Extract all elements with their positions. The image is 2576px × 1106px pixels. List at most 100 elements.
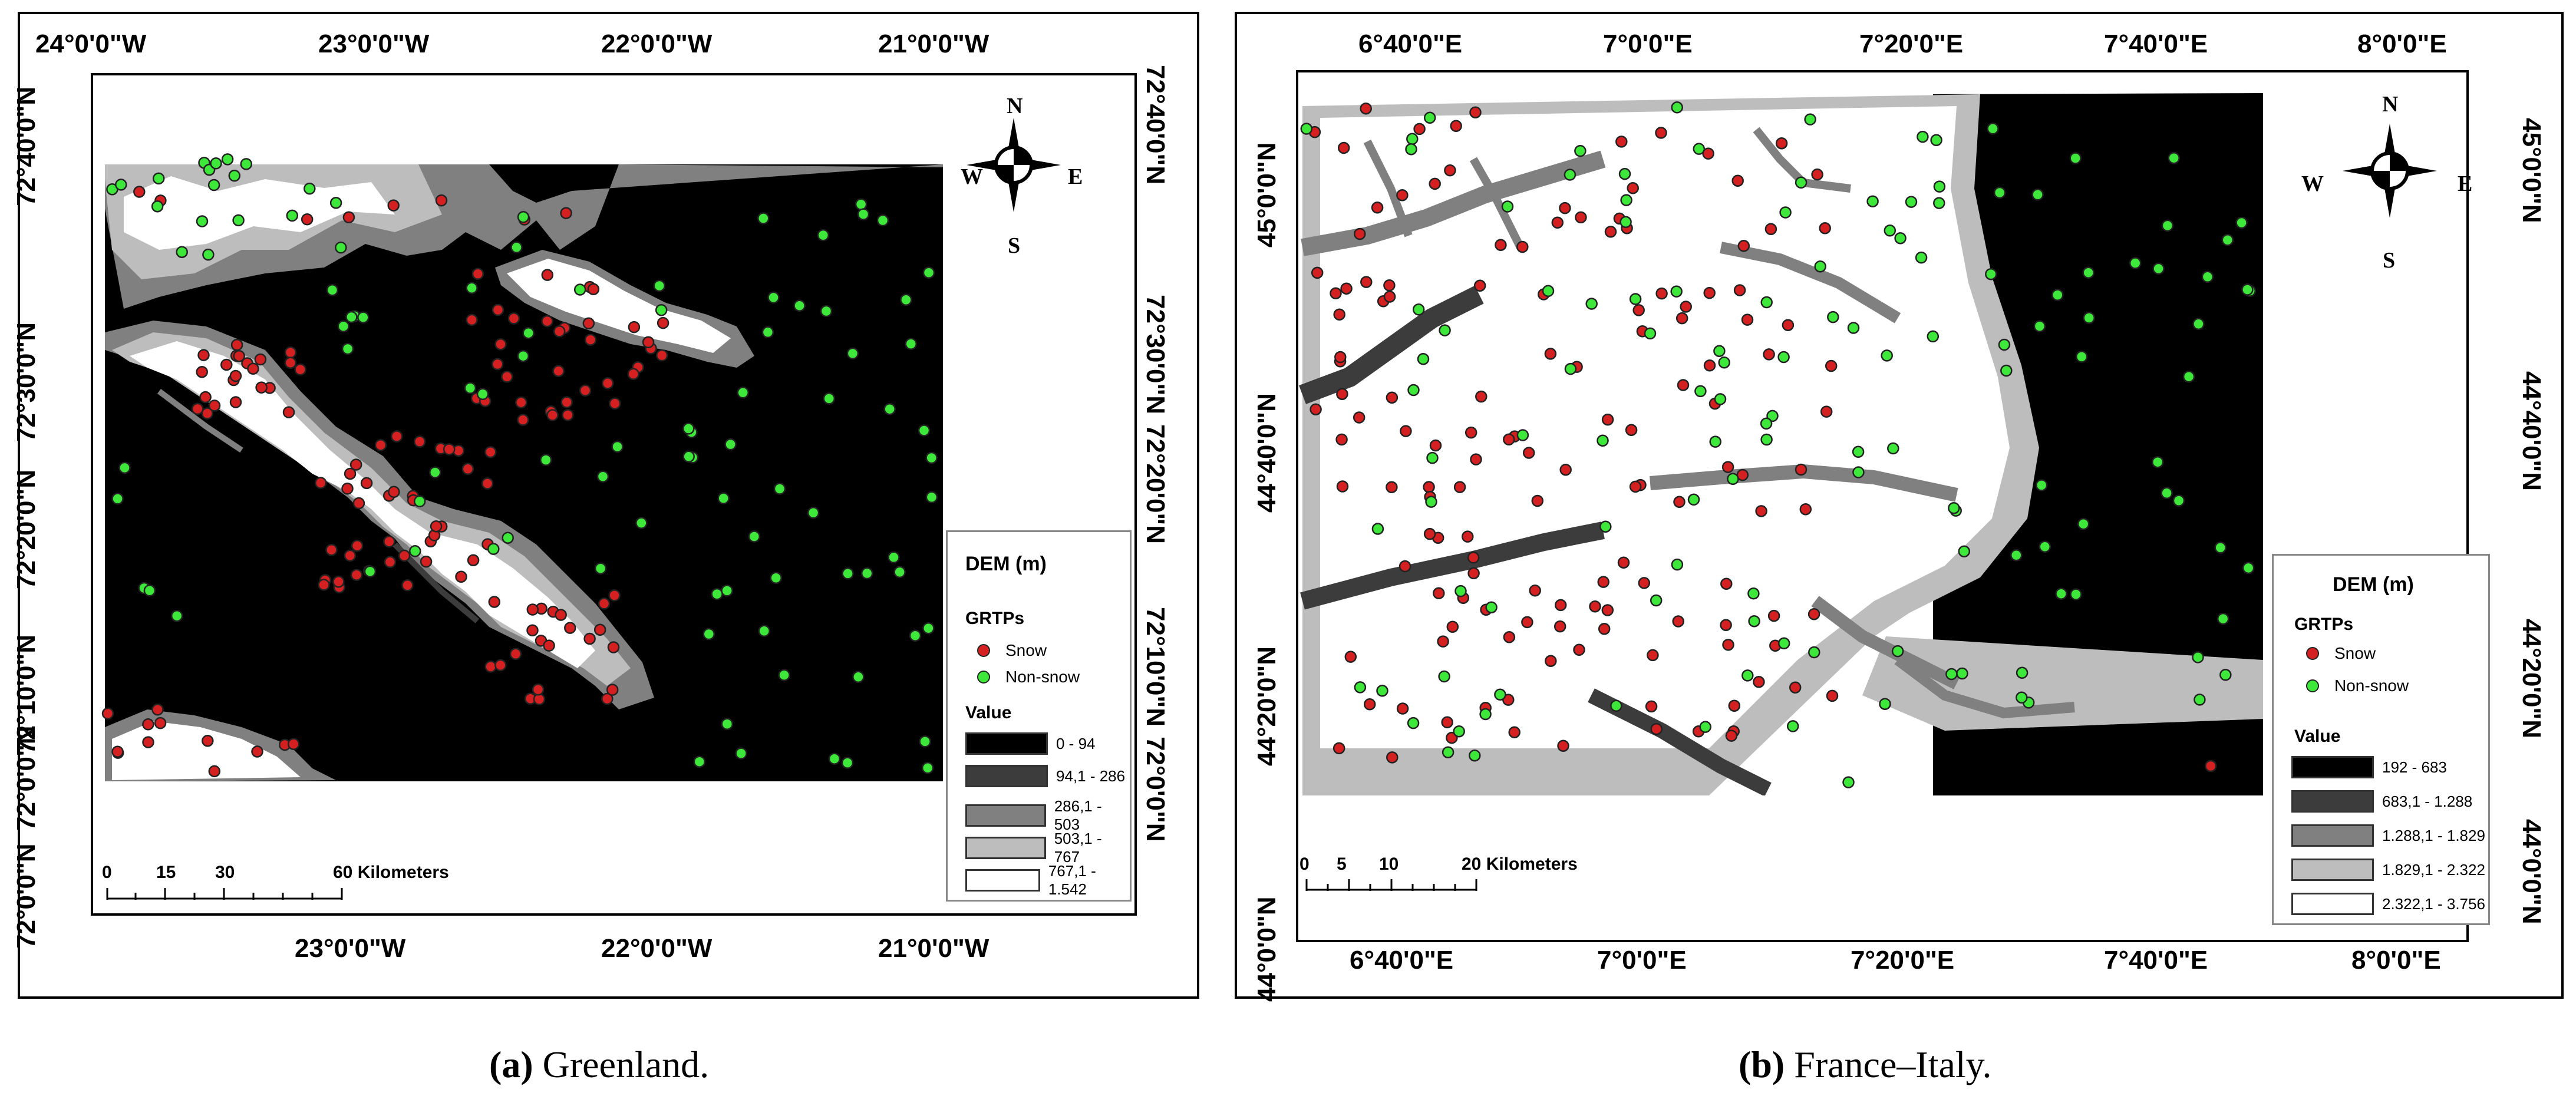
non-snow-grtp-point	[1881, 349, 1893, 362]
non-snow-grtp-point	[2082, 266, 2095, 279]
non-snow-grtp-point	[922, 622, 935, 635]
non-snow-grtp-point	[176, 246, 188, 258]
snow-grtp-point	[1360, 102, 1372, 115]
snow-grtp-point	[1400, 425, 1412, 437]
snow-grtp-point	[467, 554, 480, 566]
snow-grtp-point	[1617, 556, 1630, 569]
non-snow-grtp-point	[1300, 123, 1313, 135]
non-snow-grtp-point	[1847, 322, 1860, 334]
snow-grtp-point	[515, 396, 527, 409]
snow-grtp-point	[1632, 304, 1645, 316]
snow-grtp-point	[1545, 655, 1557, 667]
non-snow-grtp-point	[925, 451, 938, 464]
non-snow-grtp-point	[210, 157, 222, 170]
snow-grtp-point	[1575, 211, 1587, 224]
snow-grtp-point	[509, 648, 522, 661]
non-snow-grtp-point	[1693, 143, 1706, 155]
legend-class-5: 2.322,1 - 3.756	[2291, 893, 2485, 915]
snow-grtp-point	[383, 535, 395, 548]
legend-class-3: 286,1 - 503	[965, 797, 1130, 834]
snow-grtp-point	[420, 555, 433, 568]
snow-grtp-point	[560, 396, 573, 408]
non-snow-grtp-point	[1574, 144, 1587, 157]
snow-grtp-point	[1544, 348, 1557, 360]
compass-s: S	[2383, 248, 2396, 273]
non-snow-grtp-point	[413, 495, 426, 508]
snow-grtp-point	[294, 363, 306, 376]
snow-grtp-point	[247, 362, 259, 375]
snow-grtp-point	[1467, 567, 1480, 580]
non-snow-grtp-point	[2221, 234, 2234, 246]
snow-grtp-point	[1673, 496, 1686, 508]
snow-grtp-point	[349, 458, 362, 471]
non-snow-grtp-point	[2214, 542, 2227, 554]
non-snow-dot-icon	[977, 671, 990, 684]
non-snow-grtp-point	[196, 215, 209, 227]
non-snow-grtp-point	[842, 567, 854, 580]
non-snow-grtp-point	[1927, 330, 1940, 343]
non-snow-grtp-point	[1879, 698, 1891, 710]
snow-grtp-point	[390, 430, 403, 443]
snow-grtp-point	[1516, 240, 1529, 253]
snow-grtp-point	[1731, 174, 1744, 187]
non-snow-grtp-point	[1670, 285, 1683, 298]
snow-grtp-point	[384, 556, 397, 569]
snow-grtp-point	[1363, 698, 1376, 711]
snow-grtp-point	[1703, 286, 1716, 299]
b-bottom-tick-1: 6°40'0"E	[1350, 946, 1454, 975]
snow-grtp-point	[1728, 699, 1741, 712]
scale-label-20: 20 Kilometers	[1462, 854, 1578, 874]
snow-grtp-point	[1336, 388, 1348, 400]
non-snow-grtp-point	[757, 212, 770, 224]
non-snow-grtp-point	[2161, 487, 2173, 500]
snow-grtp-point	[1559, 463, 1572, 476]
non-snow-grtp-point	[335, 241, 347, 254]
snow-grtp-point	[608, 589, 621, 602]
snow-grtp-point	[1755, 505, 1767, 517]
snow-grtp-point	[466, 313, 478, 326]
snow-grtp-point	[1386, 751, 1399, 764]
non-snow-grtp-point	[2201, 270, 2214, 283]
non-snow-grtp-point	[596, 470, 609, 483]
snow-grtp-point	[494, 338, 507, 351]
scale-bar	[1305, 879, 1477, 891]
legend-class-2: 94,1 - 286	[965, 765, 1125, 787]
non-snow-grtp-point	[540, 454, 552, 466]
b-top-tick-5: 8°0'0"E	[2357, 29, 2447, 58]
non-snow-grtp-point	[1453, 725, 1465, 738]
a-top-tick-2: 23°0'0"W	[318, 29, 430, 58]
non-snow-grtp-point	[341, 342, 354, 355]
non-snow-grtp-point	[828, 752, 841, 765]
snow-grtp-point	[208, 765, 221, 778]
non-snow-grtp-point	[2010, 549, 2023, 562]
non-snow-grtp-point	[922, 266, 935, 279]
non-snow-grtp-point	[170, 609, 183, 622]
non-snow-grtp-point	[466, 282, 478, 295]
snow-grtp-point	[1508, 726, 1520, 738]
snow-grtp-point	[230, 338, 243, 351]
non-snow-grtp-point	[1629, 293, 1642, 305]
scale-label-15: 15	[156, 863, 176, 882]
snow-grtp-point	[1340, 282, 1353, 295]
snow-grtp-point	[1753, 676, 1765, 688]
snow-dot-icon	[2306, 647, 2319, 660]
non-snow-grtp-point	[807, 507, 820, 519]
snow-grtp-point	[553, 325, 566, 338]
snow-grtp-point	[1337, 141, 1350, 154]
snow-grtp-point	[517, 414, 529, 426]
snow-grtp-point	[360, 477, 373, 490]
non-snow-grtp-point	[778, 669, 790, 681]
snow-grtp-point	[507, 312, 520, 325]
non-snow-grtp-point	[118, 461, 131, 474]
non-snow-grtp-point	[1760, 417, 1773, 430]
caption-b: (b) France–Italy.	[1739, 1044, 1992, 1085]
non-snow-grtp-point	[464, 382, 477, 394]
snow-grtp-point	[1311, 266, 1324, 279]
snow-grtp-point	[461, 463, 474, 476]
snow-grtp-point	[492, 303, 504, 316]
legend-class-3: 1.288,1 - 1.829	[2291, 824, 2485, 847]
snow-grtp-point	[435, 194, 448, 207]
non-snow-grtp-point	[1494, 688, 1506, 701]
snow-grtp-point	[1551, 216, 1564, 229]
non-snow-grtp-point	[573, 283, 586, 296]
